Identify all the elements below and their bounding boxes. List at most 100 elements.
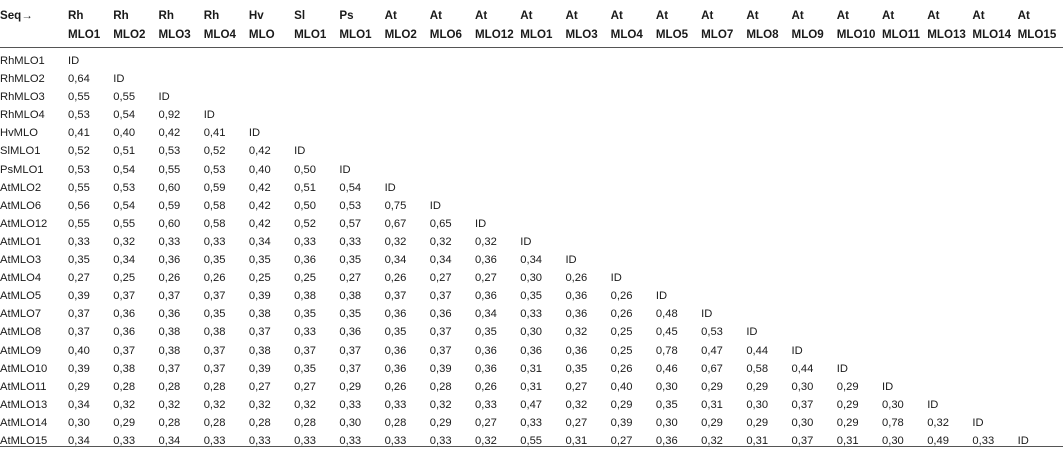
table-cell: 0,38 xyxy=(158,344,181,357)
table-cell xyxy=(294,124,339,142)
table-cell: ID xyxy=(113,73,125,86)
table-cell xyxy=(520,215,565,233)
table-cell: 0,29 xyxy=(701,416,723,429)
table-cell: 0,36 xyxy=(565,290,588,303)
table-cell xyxy=(249,48,294,71)
table-cell xyxy=(204,88,249,106)
table-cell xyxy=(520,142,565,160)
table-cell: 0,36 xyxy=(294,254,316,267)
table-cell xyxy=(927,215,972,233)
column-header-species: Rh xyxy=(158,9,174,22)
table-cell: 0,28 xyxy=(158,380,181,393)
column-header-gene: MLO7 xyxy=(701,28,734,41)
table-cell xyxy=(701,269,746,287)
table-cell xyxy=(656,142,701,160)
row-label: RhMLO3 xyxy=(0,91,45,104)
table-cell: 0,32 xyxy=(113,235,136,248)
table-cell: 0,29 xyxy=(746,380,769,393)
table-cell: ID xyxy=(881,380,894,393)
table-cell: 0,52 xyxy=(203,145,226,158)
table-cell xyxy=(565,197,610,215)
table-cell xyxy=(656,48,701,71)
table-cell xyxy=(475,48,520,71)
table-cell xyxy=(339,124,384,142)
table-cell xyxy=(475,161,520,179)
table-cell: 0,55 xyxy=(113,91,136,104)
column-header: At MLO9 xyxy=(791,0,837,48)
table-cell: 0,36 xyxy=(113,308,136,321)
table-cell xyxy=(1018,305,1063,323)
row-label: HvMLO xyxy=(0,127,38,140)
table-cell: 0,55 xyxy=(158,163,181,176)
table-cell xyxy=(249,88,294,106)
table-cell: 0,27 xyxy=(565,416,588,429)
table-cell xyxy=(837,251,882,269)
table-cell: 0,31 xyxy=(565,434,588,447)
table-cell: 0,34 xyxy=(158,434,181,447)
column-header-gene: MLO14 xyxy=(972,28,1012,41)
column-header-species: At xyxy=(746,9,759,22)
table-cell xyxy=(701,287,746,305)
table-cell: 0,42 xyxy=(248,145,271,158)
column-header: At MLO5 xyxy=(655,0,702,48)
table-cell: 0,37 xyxy=(339,344,362,357)
table-cell xyxy=(1018,323,1063,341)
table-cell xyxy=(565,70,610,88)
table-cell: 0,30 xyxy=(655,416,678,429)
table-cell: ID xyxy=(1017,434,1029,447)
column-header-species: At xyxy=(475,9,488,22)
table-cell: 0,33 xyxy=(520,308,543,321)
table-cell xyxy=(520,106,565,124)
table-cell: 0,34 xyxy=(113,254,136,267)
table-cell xyxy=(611,70,656,88)
column-header-gene: MLO1 xyxy=(339,28,372,41)
table-cell: 0,36 xyxy=(475,254,497,267)
table-cell: 0,37 xyxy=(429,326,452,339)
table-row: HvMLO 0,41 0,40 0,42 0,41 ID xyxy=(0,124,1063,142)
column-header-gene: MLO2 xyxy=(113,28,146,41)
table-cell: 0,32 xyxy=(294,398,316,411)
table-cell xyxy=(882,142,927,160)
table-cell: 0,30 xyxy=(881,398,904,411)
table-cell: ID xyxy=(791,344,803,357)
table-cell: 0,49 xyxy=(927,434,949,447)
table-cell xyxy=(927,48,972,71)
table-cell: ID xyxy=(339,163,351,176)
table-cell: ID xyxy=(746,326,758,339)
table-cell xyxy=(1018,124,1063,142)
table-cell xyxy=(837,342,882,360)
table-cell: 0,26 xyxy=(384,272,407,285)
table-cell: 0,58 xyxy=(203,217,226,230)
table-cell xyxy=(520,88,565,106)
table-row: AtMLO1 0,33 0,32 0,33 0,33 0,34 0,33 0,33 0,32 0,… xyxy=(0,233,1063,251)
table-cell: 0,28 xyxy=(384,416,407,429)
table-cell: 0,35 xyxy=(520,290,543,303)
table-cell xyxy=(746,233,791,251)
table-cell: 0,34 xyxy=(68,398,90,411)
table-cell: 0,37 xyxy=(158,362,181,375)
table-cell xyxy=(927,179,972,197)
table-cell xyxy=(339,48,384,71)
table-cell xyxy=(1018,142,1063,160)
table-cell: 0,35 xyxy=(203,254,226,267)
table-cell xyxy=(746,197,791,215)
table-cell xyxy=(701,106,746,124)
table-cell xyxy=(837,124,882,142)
table-cell: 0,28 xyxy=(113,380,136,393)
table-cell: 0,58 xyxy=(203,199,226,212)
table-cell: 0,36 xyxy=(475,290,497,303)
column-header-gene: MLO1 xyxy=(520,28,553,41)
row-label: AtMLO13 xyxy=(0,398,48,411)
table-cell xyxy=(430,179,475,197)
table-cell: 0,55 xyxy=(520,434,543,447)
table-cell: 0,57 xyxy=(339,217,362,230)
table-cell xyxy=(927,197,972,215)
table-cell: 0,33 xyxy=(68,235,90,248)
table-cell xyxy=(204,70,249,88)
table-cell xyxy=(385,124,430,142)
table-cell xyxy=(792,269,837,287)
table-row: AtMLO8 0,37 0,36 0,38 0,38 0,37 0,33 0,36 0,35 0,… xyxy=(0,323,1063,341)
table-cell xyxy=(972,197,1017,215)
table-cell: 0,34 xyxy=(520,254,543,267)
